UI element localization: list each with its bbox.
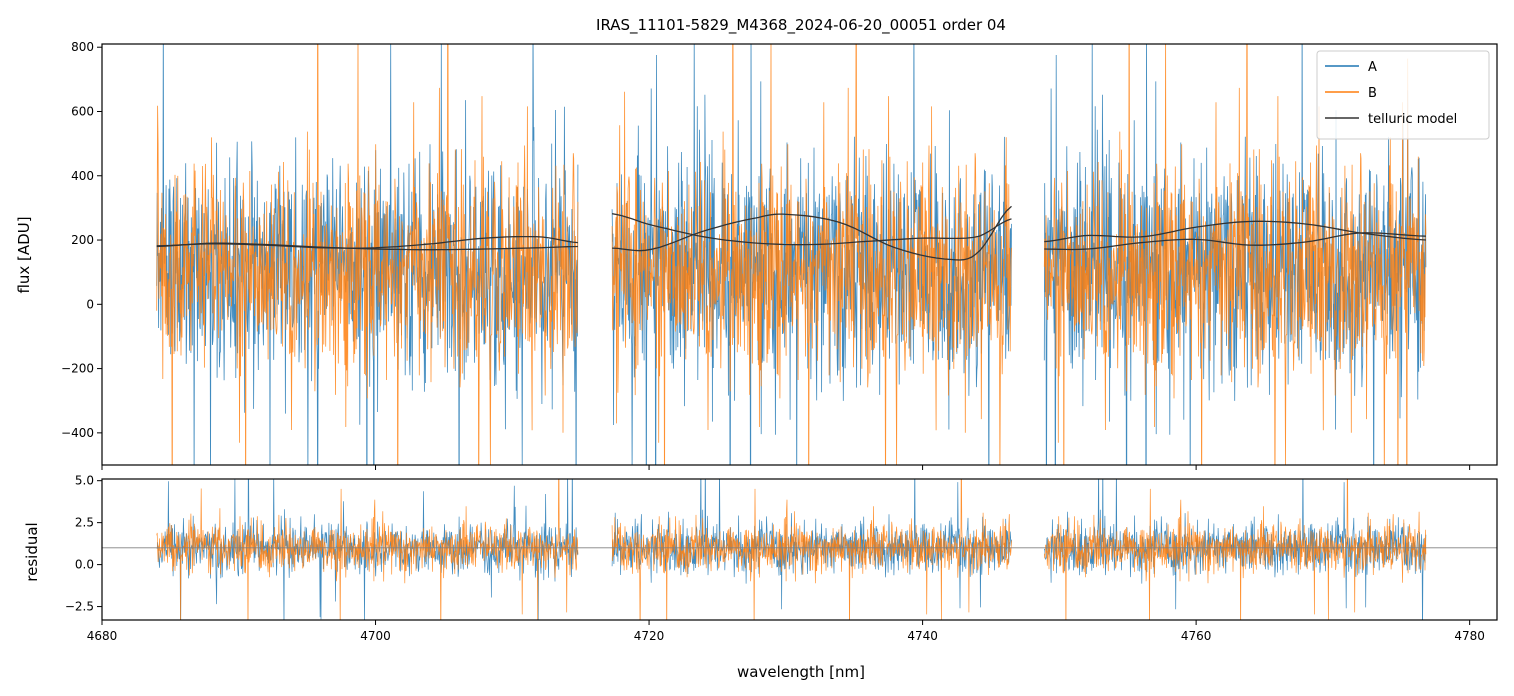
top-y-ticks: −400 −200 0 200 400 600 800 xyxy=(61,40,102,440)
residual-a-segment-1 xyxy=(156,479,579,620)
bottom-panel: −2.5 0.0 2.5 5.0 4680 4700 4720 4740 4760 4780 r… xyxy=(23,474,1498,681)
x-axis-label: wavelength [nm] xyxy=(737,663,865,681)
bottom-axes-frame xyxy=(101,478,1498,621)
y-tick-label: 200 xyxy=(71,233,94,247)
legend-box xyxy=(1316,50,1490,140)
y-tick-label: 600 xyxy=(71,104,94,118)
legend: A B telluric model xyxy=(1316,50,1490,140)
legend-label-telluric-model: telluric model xyxy=(1368,112,1457,127)
top-panel: −400 −200 0 200 400 600 800 flux [ADU] A B tel… xyxy=(15,40,1498,470)
x-tick-label: 4680 xyxy=(87,629,118,643)
x-tick-label: 4760 xyxy=(1181,629,1212,643)
top-plot-area xyxy=(156,44,1427,465)
legend-label-a: A xyxy=(1368,60,1377,75)
y-tick-label: −400 xyxy=(61,426,94,440)
y-tick-label: −200 xyxy=(61,362,94,376)
residual-b-segment-1 xyxy=(156,479,579,620)
x-tick-label: 4720 xyxy=(634,629,665,643)
residual-b-segment-3 xyxy=(1043,479,1427,620)
top-x-ticks xyxy=(101,465,1471,470)
y-tick-label: 400 xyxy=(71,169,94,183)
y-tick-label: 5.0 xyxy=(75,474,94,488)
x-tick-label: 4780 xyxy=(1454,629,1485,643)
telluric-model-curve-2 xyxy=(156,235,578,249)
y-tick-label: 2.5 xyxy=(75,516,94,530)
telluric-model-curve-5 xyxy=(1044,220,1426,243)
y-tick-label: 0 xyxy=(86,297,94,311)
top-y-axis-label: flux [ADU] xyxy=(15,216,33,293)
bottom-x-ticks: 4680 4700 4720 4740 4760 4780 xyxy=(87,620,1485,643)
bottom-y-ticks: −2.5 0.0 2.5 5.0 xyxy=(65,474,102,614)
series-b-segment-2 xyxy=(611,44,1012,465)
chart-title: IRAS_11101-5829_M4368_2024-06-20_00051 o… xyxy=(596,16,1006,35)
telluric-model-curve-3 xyxy=(611,213,1012,246)
series-b-segment-3 xyxy=(1043,44,1427,465)
residual-a-segment-3 xyxy=(1043,479,1427,620)
bottom-y-axis-label: residual xyxy=(23,522,41,581)
y-tick-label: −2.5 xyxy=(65,600,94,614)
y-tick-label: 800 xyxy=(71,40,94,54)
residual-b-segment-2 xyxy=(611,479,1012,620)
telluric-model-curve-1 xyxy=(156,242,578,251)
telluric-model-curve-6 xyxy=(1044,232,1426,251)
x-tick-label: 4740 xyxy=(907,629,938,643)
top-axes-frame xyxy=(101,43,1498,466)
bottom-plot-area xyxy=(102,479,1497,620)
y-tick-label: 0.0 xyxy=(75,558,94,572)
telluric-model-curve-4 xyxy=(612,205,1012,261)
x-tick-label: 4700 xyxy=(360,629,391,643)
legend-label-b: B xyxy=(1368,86,1377,101)
